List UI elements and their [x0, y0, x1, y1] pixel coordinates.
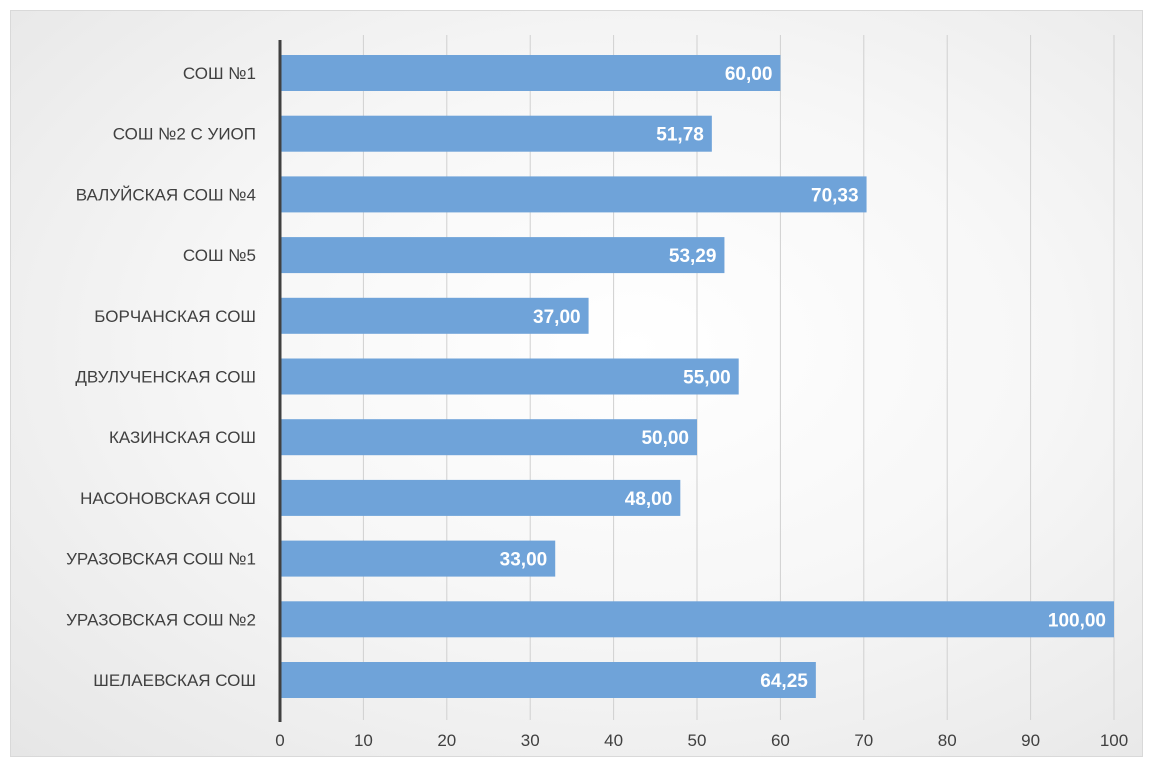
bar: [280, 662, 816, 698]
category-label: УРАЗОВСКАЯ СОШ №2: [66, 610, 256, 629]
category-label: СОШ №1: [183, 64, 256, 83]
bar: [280, 115, 712, 152]
x-tick-label: 50: [688, 731, 707, 750]
bar: [280, 479, 681, 516]
x-tick-label: 30: [521, 731, 540, 750]
category-label: ВАЛУЙСКАЯ СОШ №4: [76, 185, 256, 204]
bar: [280, 540, 556, 577]
category-label: СОШ №5: [183, 246, 256, 265]
x-tick-label: 0: [275, 731, 284, 750]
category-label: ШЕЛАЕВСКАЯ СОШ: [93, 671, 256, 690]
data-label: 48,00: [625, 489, 673, 510]
data-label: 100,00: [1048, 610, 1106, 631]
x-tick-label: 40: [604, 731, 623, 750]
category-label: СОШ №2 С УИОП: [113, 125, 256, 144]
category-label: КАЗИНСКАЯ СОШ: [109, 428, 256, 447]
data-labels: 60,00 51,78 70,33 53,29 37,00 55,00 50,00 48,00…: [500, 64, 1106, 692]
bar: [280, 55, 781, 91]
data-label: 55,00: [683, 368, 731, 389]
data-label: 50,00: [641, 428, 689, 449]
data-label: 37,00: [533, 307, 581, 328]
bar: [280, 176, 867, 213]
x-tick-label: 10: [354, 731, 373, 750]
category-label: ДВУЛУЧЕНСКАЯ СОШ: [75, 368, 256, 387]
bar: [280, 419, 697, 456]
x-tick-label: 70: [854, 731, 873, 750]
x-tick-label: 90: [1021, 731, 1040, 750]
data-label: 53,29: [669, 246, 717, 267]
x-tick-labels: 0 10 20 30 40 50 60 70 80 90 100: [275, 731, 1128, 750]
category-label: УРАЗОВСКАЯ СОШ №1: [66, 550, 256, 569]
data-label: 33,00: [500, 550, 548, 571]
x-tick-label: 60: [771, 731, 790, 750]
data-label: 60,00: [725, 64, 773, 85]
bar: [280, 297, 589, 334]
category-labels: СОШ №1 СОШ №2 С УИОП ВАЛУЙСКАЯ СОШ №4 СОШ №…: [66, 64, 256, 690]
bar: [280, 237, 725, 274]
data-label: 64,25: [760, 671, 808, 692]
category-label: БОРЧАНСКАЯ СОШ: [94, 307, 256, 326]
data-label: 51,78: [656, 125, 704, 146]
x-tick-label: 20: [437, 731, 456, 750]
data-label: 70,33: [811, 185, 859, 206]
bar: [280, 358, 739, 395]
bars: [280, 55, 1114, 698]
x-tick-label: 100: [1100, 731, 1128, 750]
bar: [280, 601, 1114, 638]
x-tick-label: 80: [938, 731, 957, 750]
category-label: НАСОНОВСКАЯ СОШ: [80, 489, 256, 508]
